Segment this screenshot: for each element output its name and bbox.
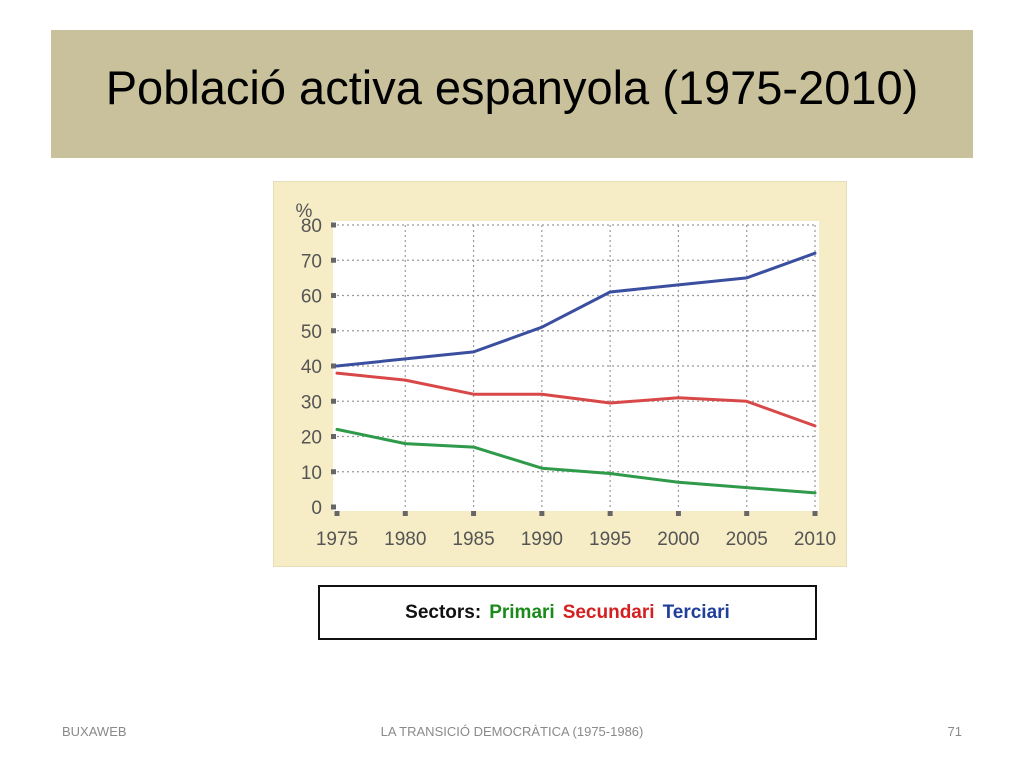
y-tick-label: 0 xyxy=(311,498,322,519)
plot-area xyxy=(333,221,819,511)
y-tick-label: 50 xyxy=(301,322,322,343)
x-tick-label: 2010 xyxy=(794,529,836,550)
footer-left: BUXAWEB xyxy=(62,724,127,739)
legend-item-primari: Primari xyxy=(489,601,555,623)
y-tick-label: 70 xyxy=(301,251,322,272)
y-tick-mark xyxy=(331,398,336,404)
x-tick-mark xyxy=(744,511,750,516)
x-tick-mark xyxy=(539,511,545,516)
series-line-terciari xyxy=(335,251,817,368)
chart: 0 10 20 30 40 50 60 70 80 1975 1980 1985 1990 1995 200… xyxy=(273,181,847,567)
x-tick-label: 1995 xyxy=(589,529,631,550)
x-tick-label: 1985 xyxy=(452,529,494,550)
y-axis-label: % xyxy=(296,201,313,222)
slide-number: 71 xyxy=(947,724,962,739)
footer-center: LA TRANSICIÓ DEMOCRÀTICA (1975-1986) xyxy=(380,724,644,739)
y-tick-label: 80 xyxy=(301,216,322,237)
y-tick-mark xyxy=(331,257,336,263)
x-tick-label: 1980 xyxy=(384,529,426,550)
legend-box: Sectors: Primari Secundari Terciari xyxy=(318,585,817,640)
y-tick-mark xyxy=(331,434,336,439)
y-tick-label: 60 xyxy=(301,287,322,308)
title-bar: Població activa espanyola (1975-2010) xyxy=(51,30,973,158)
x-tick-label: 1975 xyxy=(316,529,358,550)
x-tick-mark xyxy=(675,511,681,516)
series-line-secundari xyxy=(335,371,817,428)
x-tick-mark xyxy=(402,511,408,516)
x-tick-label: 2005 xyxy=(726,529,768,550)
y-tick-mark xyxy=(331,363,336,369)
x-tick-label: 2000 xyxy=(657,529,699,550)
x-tick-label: 1990 xyxy=(521,529,563,550)
y-tick-mark xyxy=(331,504,336,510)
y-tick-mark xyxy=(331,293,336,298)
slide-title: Població activa espanyola (1975-2010) xyxy=(105,61,919,114)
y-tick-label: 20 xyxy=(301,428,322,449)
legend-prefix: Sectors: xyxy=(405,601,482,623)
x-tick-mark xyxy=(607,511,613,516)
x-tick-mark xyxy=(471,511,477,516)
series-line-primari xyxy=(335,427,817,495)
legend-item-terciari: Terciari xyxy=(662,601,730,623)
y-tick-mark xyxy=(331,328,336,334)
y-tick-mark xyxy=(331,469,336,475)
x-tick-mark xyxy=(812,511,818,516)
chart-svg: 0 10 20 30 40 50 60 70 80 1975 1980 1985 1990 1995 200… xyxy=(273,181,847,567)
y-tick-label: 30 xyxy=(301,392,322,413)
y-tick-mark xyxy=(331,222,336,228)
y-tick-label: 40 xyxy=(301,357,322,378)
x-tick-mark xyxy=(334,511,340,516)
y-tick-label: 10 xyxy=(301,463,322,484)
legend-item-secundari: Secundari xyxy=(562,601,655,623)
